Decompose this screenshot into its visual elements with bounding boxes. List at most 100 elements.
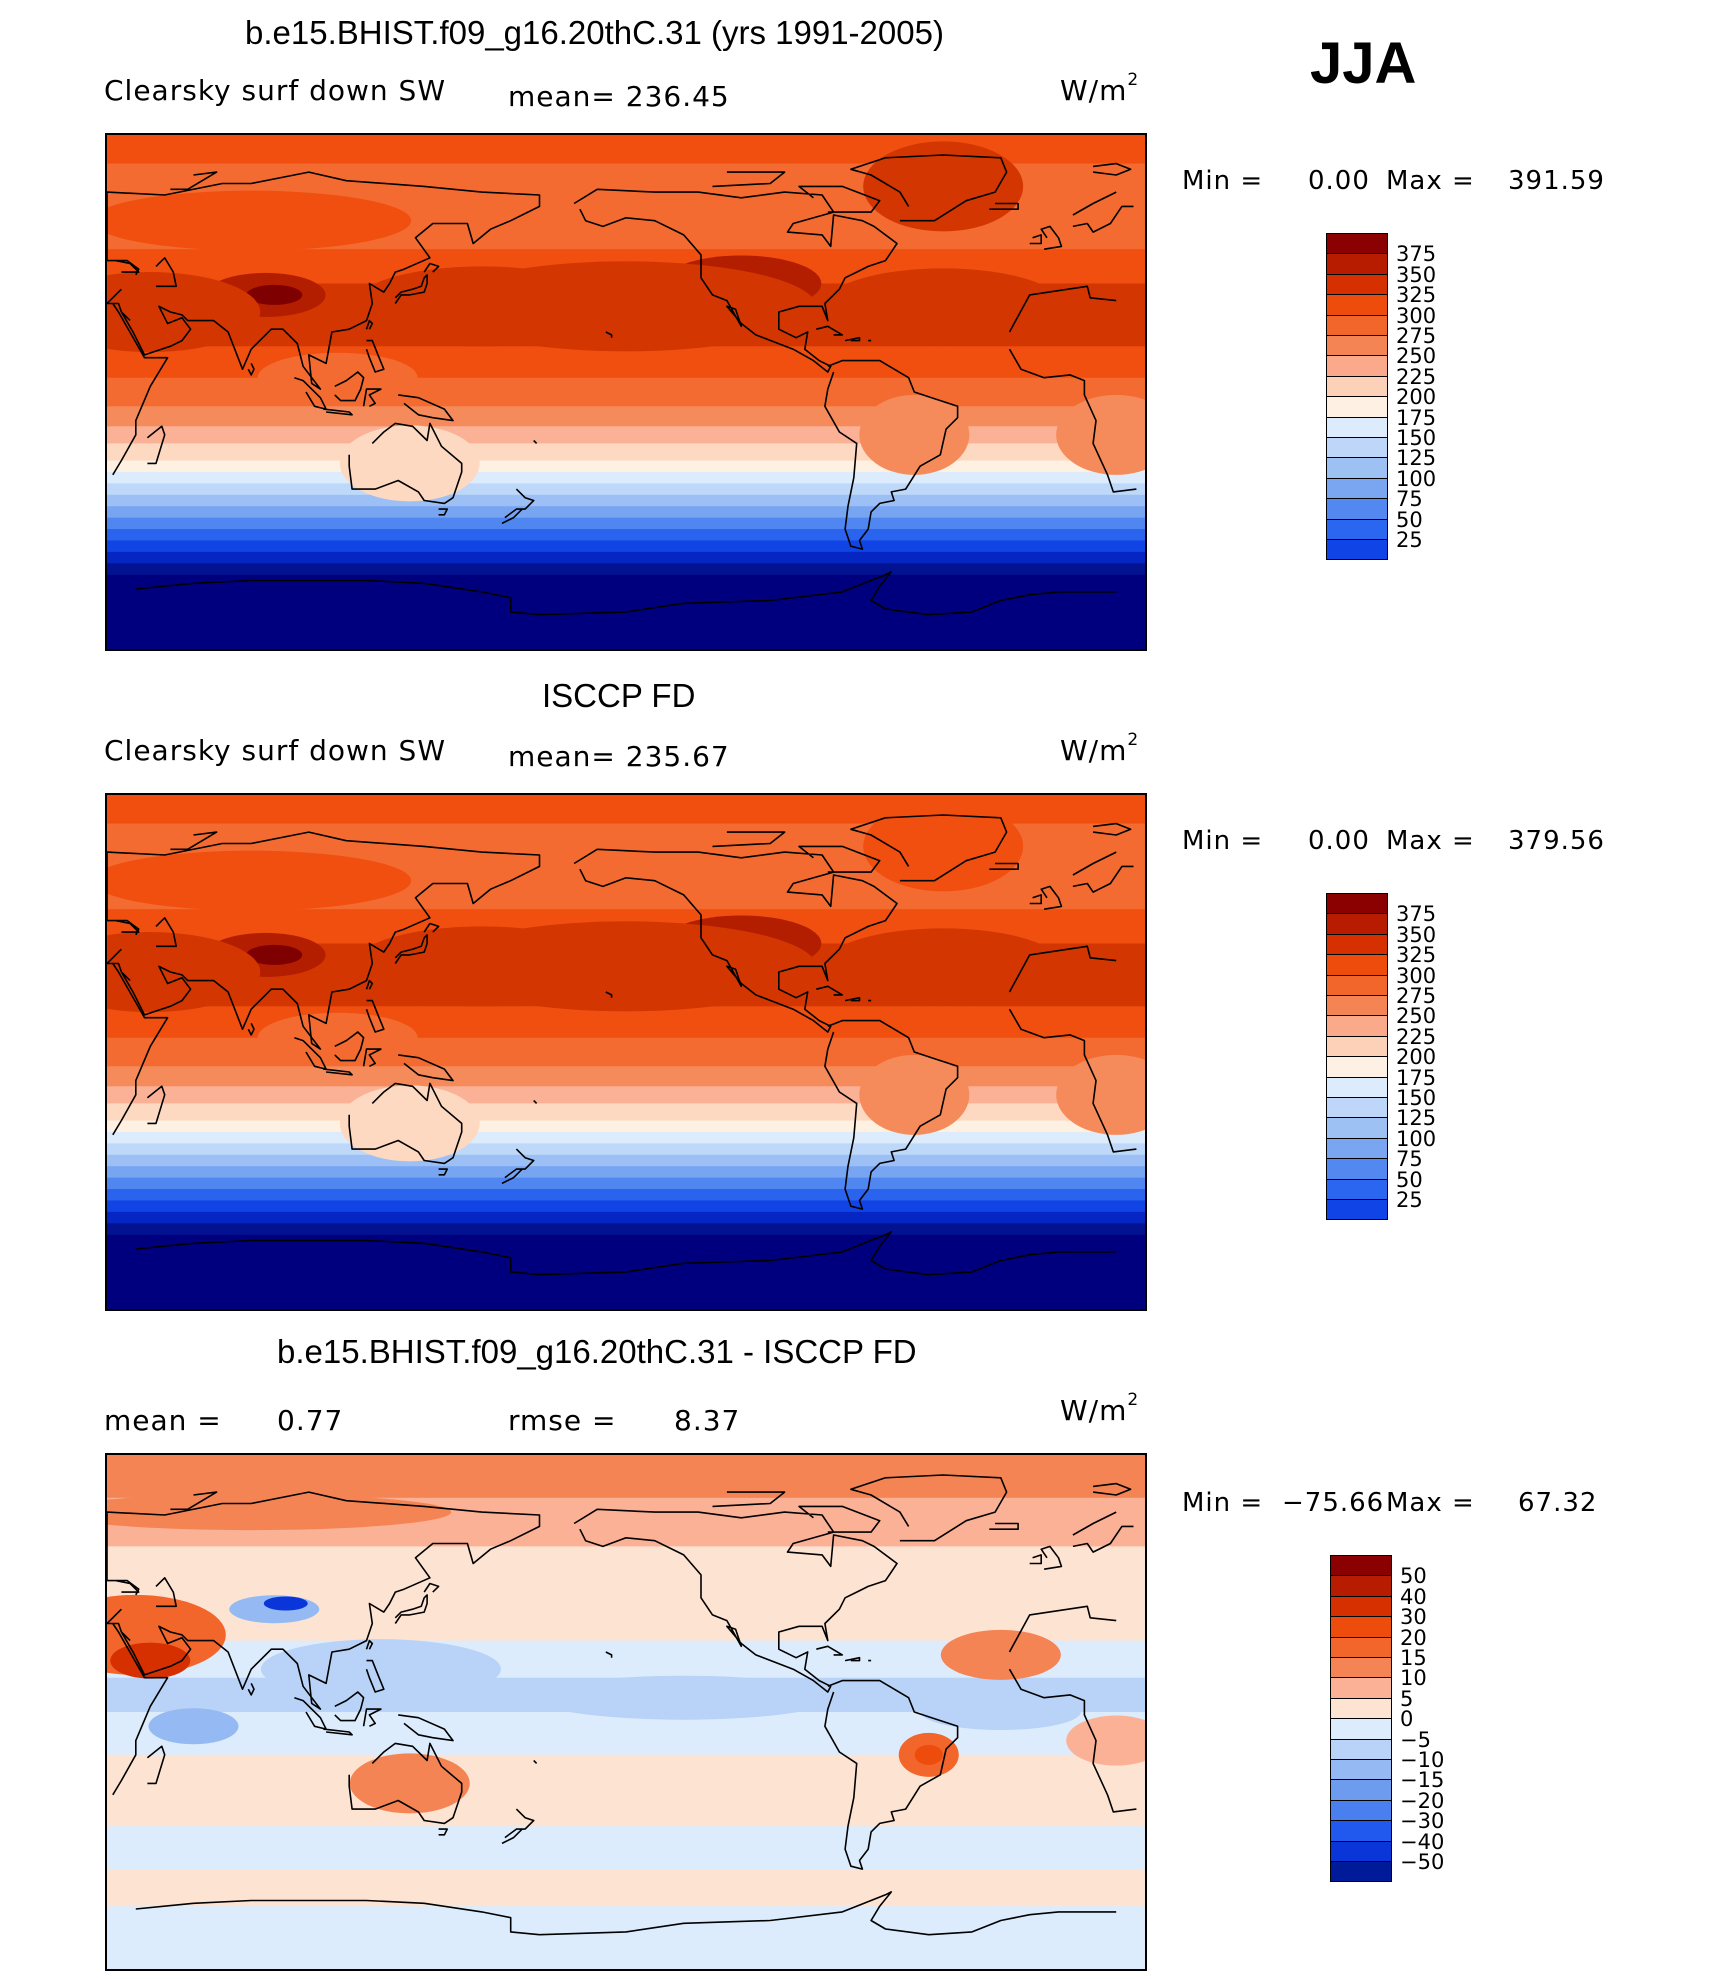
colorbar-swatch xyxy=(1330,1697,1392,1720)
latitude-band xyxy=(107,551,1145,564)
latitude-band xyxy=(107,1066,1145,1087)
colorbar-swatch xyxy=(1326,477,1388,500)
panel3-max-label: Max = xyxy=(1386,1488,1475,1518)
panel1-min-label: Min = xyxy=(1182,166,1264,196)
panel1-map xyxy=(105,133,1147,651)
season-label: JJA xyxy=(1310,31,1417,96)
colorbar-swatch xyxy=(1326,1035,1388,1058)
field-contour xyxy=(107,190,412,251)
field-contour xyxy=(107,1494,452,1531)
latitude-band xyxy=(107,1103,1145,1122)
colorbar-swatch xyxy=(1330,1779,1392,1801)
colorbar-swatch xyxy=(1326,933,1388,956)
coastline xyxy=(107,1474,1137,1936)
colorbar-swatch xyxy=(1326,457,1388,479)
field-contour xyxy=(246,284,303,305)
field-contour xyxy=(1056,1054,1145,1135)
map-canvas xyxy=(107,1455,1145,1969)
field-contour xyxy=(660,1551,881,1588)
colorbar-level-label: 50 xyxy=(1400,1564,1427,1589)
colorbar-level-label: 0 xyxy=(1400,1707,1414,1732)
panel3-mean-label: mean = xyxy=(104,1404,222,1437)
panel2-mean-label: mean= 235.67 xyxy=(508,740,730,773)
panel1-mean-label: mean= 236.45 xyxy=(508,80,730,113)
colorbar-swatch xyxy=(1326,1158,1388,1180)
panel2-max-value: 379.56 xyxy=(1508,826,1605,856)
field-contour xyxy=(859,1054,970,1135)
panel2-min-value: 0.00 xyxy=(1308,826,1370,856)
colorbar-level-label: 150 xyxy=(1396,426,1437,450)
panel2-field-label: Clearsky surf down SW xyxy=(104,734,447,767)
colorbar-swatch xyxy=(1326,375,1388,398)
colorbar-swatch xyxy=(1330,1799,1392,1822)
latitude-band xyxy=(107,483,1145,496)
colorbar-level-label: 150 xyxy=(1396,1086,1437,1110)
colorbar-swatch xyxy=(1330,1861,1392,1883)
colorbar-swatch xyxy=(1330,1555,1392,1577)
field-contour xyxy=(351,926,612,1007)
colorbar-swatch xyxy=(1326,314,1388,336)
colorbar-level-label: 350 xyxy=(1396,922,1437,947)
colorbar-level-label: 200 xyxy=(1396,1045,1437,1070)
colorbar-swatch xyxy=(1326,518,1388,540)
colorbar-level-label: −40 xyxy=(1400,1829,1445,1854)
latitude-band xyxy=(107,1166,1145,1179)
latitude-band xyxy=(107,1200,1145,1213)
colorbar-swatch xyxy=(1330,1840,1392,1862)
field-contour xyxy=(940,1629,1061,1680)
panel2-title: ISCCP FD xyxy=(542,677,696,714)
field-contour xyxy=(257,1012,418,1063)
latitude-band xyxy=(107,1143,1145,1156)
colorbar-swatch xyxy=(1330,1595,1392,1618)
field-contour xyxy=(263,1596,308,1611)
colorbar-level-label: −15 xyxy=(1400,1768,1445,1793)
colorbar-swatch xyxy=(1326,253,1388,275)
latitude-band xyxy=(107,1754,1145,1827)
field-contour xyxy=(107,272,261,353)
colorbar-swatch xyxy=(1326,1097,1388,1119)
latitude-band xyxy=(107,1131,1145,1144)
latitude-band xyxy=(107,1223,1145,1236)
field-contour xyxy=(339,425,480,502)
colorbar-swatch xyxy=(1326,1178,1388,1200)
colorbar-swatch xyxy=(1330,1718,1392,1740)
latitude-band xyxy=(107,1086,1145,1104)
field-contour xyxy=(107,932,261,1013)
colorbar-swatch xyxy=(1326,498,1388,520)
field-contour xyxy=(257,352,418,403)
field-contour xyxy=(1056,394,1145,475)
latitude-band xyxy=(107,443,1145,462)
colorbar-swatch xyxy=(1326,539,1388,561)
latitude-band xyxy=(107,517,1145,530)
colorbar-swatch xyxy=(1330,1657,1392,1679)
field-contour xyxy=(246,944,303,965)
colorbar-level-label: −10 xyxy=(1400,1748,1445,1772)
field-contour xyxy=(914,1744,943,1765)
colorbar-level-label: 50 xyxy=(1396,507,1423,532)
latitude-band xyxy=(107,1154,1145,1167)
map-canvas xyxy=(107,795,1145,1309)
colorbar-level-label: 300 xyxy=(1396,303,1437,328)
colorbar-level-label: 25 xyxy=(1396,1188,1423,1212)
colorbar-level-label: 175 xyxy=(1396,1065,1437,1090)
colorbar-level-label: 30 xyxy=(1400,1605,1427,1630)
colorbar-level-label: 175 xyxy=(1396,405,1437,430)
colorbar-swatch xyxy=(1326,335,1388,357)
field-contour xyxy=(107,850,412,911)
colorbar-swatch xyxy=(1326,974,1388,996)
colorbar-level-label: 75 xyxy=(1396,1147,1423,1172)
latitude-band xyxy=(107,1826,1145,1870)
panel3-rmse-value: 8.37 xyxy=(674,1404,741,1437)
colorbar-level-label: −5 xyxy=(1400,1727,1431,1752)
field-contour xyxy=(339,1085,480,1162)
panel3-units: W/m2 xyxy=(1060,1390,1140,1427)
colorbar-level-label: 40 xyxy=(1400,1584,1427,1609)
panel1-min-value: 0.00 xyxy=(1308,166,1370,196)
latitude-band xyxy=(107,1906,1145,1969)
colorbar-level-label: 125 xyxy=(1396,446,1437,471)
colorbar-level-label: 275 xyxy=(1396,984,1437,1008)
latitude-band xyxy=(107,540,1145,553)
colorbar-level-label: 20 xyxy=(1400,1625,1427,1650)
colorbar-level-label: 75 xyxy=(1396,487,1423,512)
